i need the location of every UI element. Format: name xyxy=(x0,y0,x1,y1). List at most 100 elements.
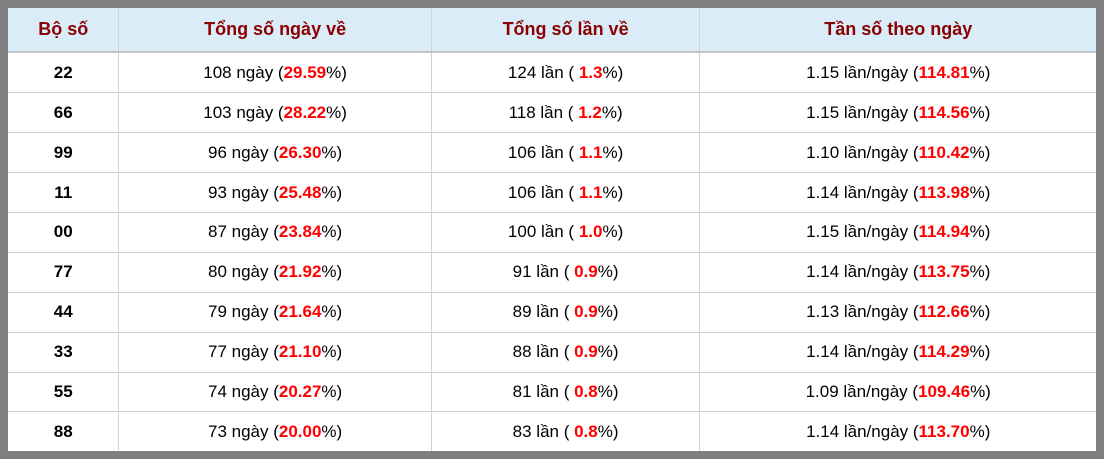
frequency-percent-suffix: %) xyxy=(969,102,991,122)
column-header-daily-frequency: Tần số theo ngày xyxy=(699,8,1096,53)
days-text: 74 ngày ( xyxy=(207,382,279,402)
times-percent-value: 1.1 xyxy=(578,142,603,162)
frequency-text: 1.14 lần/ngày ( xyxy=(806,262,919,282)
times-text: 89 lần ( xyxy=(512,302,575,322)
cell-total-days: 77 ngày (21.10%) xyxy=(118,332,432,373)
cell-pair-number: 33 xyxy=(8,332,119,373)
cell-total-days: 74 ngày (20.27%) xyxy=(118,372,432,412)
cell-total-days: 108 ngày (29.59%) xyxy=(118,52,432,93)
frequency-percent-value: 110.42 xyxy=(918,142,970,162)
days-percent-suffix: %) xyxy=(321,302,343,322)
cell-total-days: 103 ngày (28.22%) xyxy=(118,92,432,133)
cell-pair-number: 11 xyxy=(8,172,119,213)
cell-total-times: 81 lần ( 0.8%) xyxy=(430,372,700,412)
frequency-percent-value: 114.81 xyxy=(918,62,970,82)
days-text: 79 ngày ( xyxy=(207,302,279,322)
cell-daily-frequency: 1.14 lần/ngày (114.29%) xyxy=(699,332,1096,373)
cell-total-days: 79 ngày (21.64%) xyxy=(118,292,432,333)
times-percent-value: 1.1 xyxy=(578,182,603,202)
times-text: 106 lần ( xyxy=(507,142,579,162)
frequency-text: 1.10 lần/ngày ( xyxy=(806,142,919,162)
days-percent-value: 23.84 xyxy=(278,222,322,242)
cell-daily-frequency: 1.10 lần/ngày (110.42%) xyxy=(699,132,1096,173)
cell-total-times: 118 lần ( 1.2%) xyxy=(430,92,700,133)
days-text: 80 ngày ( xyxy=(207,262,279,282)
cell-pair-number: 00 xyxy=(8,212,119,253)
days-text: 108 ngày ( xyxy=(203,62,284,82)
lottery-pair-statistics-table: Bộ số Tổng số ngày về Tổng số lần về Tần… xyxy=(8,8,1096,451)
frequency-text: 1.15 lần/ngày ( xyxy=(806,222,919,242)
times-percent-value: 0.9 xyxy=(574,262,598,282)
times-percent-suffix: %) xyxy=(597,382,619,402)
days-text: 96 ngày ( xyxy=(207,142,279,162)
days-percent-value: 21.92 xyxy=(278,262,322,282)
times-text: 118 lần ( xyxy=(508,102,579,122)
frequency-text: 1.09 lần/ngày ( xyxy=(805,382,919,402)
frequency-percent-suffix: %) xyxy=(969,142,991,162)
cell-daily-frequency: 1.15 lần/ngày (114.94%) xyxy=(699,212,1096,253)
table-row: 99 96 ngày (26.30%) 106 lần ( 1.1%) 1.10… xyxy=(8,132,1096,173)
days-percent-value: 29.59 xyxy=(283,62,327,82)
times-percent-value: 0.8 xyxy=(574,382,598,402)
frequency-percent-value: 113.98 xyxy=(918,182,970,202)
column-header-total-days: Tổng số ngày về xyxy=(118,8,432,53)
times-percent-value: 0.8 xyxy=(574,421,598,441)
cell-total-times: 88 lần ( 0.9%) xyxy=(430,332,700,373)
days-percent-suffix: %) xyxy=(326,62,347,82)
times-percent-value: 1.3 xyxy=(578,62,603,82)
cell-pair-number: 66 xyxy=(8,92,119,133)
times-percent-suffix: %) xyxy=(602,222,624,242)
column-header-pair: Bộ số xyxy=(8,8,119,53)
days-percent-suffix: %) xyxy=(321,342,343,362)
times-percent-suffix: %) xyxy=(602,62,624,82)
frequency-percent-suffix: %) xyxy=(969,302,991,322)
days-text: 103 ngày ( xyxy=(203,102,284,122)
times-text: 83 lần ( xyxy=(512,421,575,441)
cell-total-times: 106 lần ( 1.1%) xyxy=(430,172,700,213)
table-row: 22 108 ngày (29.59%) 124 lần ( 1.3%) 1.1… xyxy=(8,52,1096,93)
times-text: 91 lần ( xyxy=(512,262,575,282)
days-percent-value: 28.22 xyxy=(283,102,327,122)
days-percent-suffix: %) xyxy=(321,262,343,282)
times-percent-value: 0.9 xyxy=(574,302,598,322)
frequency-percent-value: 114.94 xyxy=(918,222,970,242)
days-percent-value: 20.00 xyxy=(278,421,322,441)
times-percent-suffix: %) xyxy=(597,262,619,282)
frequency-text: 1.13 lần/ngày ( xyxy=(806,302,919,322)
table-row: 11 93 ngày (25.48%) 106 lần ( 1.1%) 1.14… xyxy=(8,172,1096,213)
frequency-percent-suffix: %) xyxy=(969,62,991,82)
cell-total-days: 73 ngày (20.00%) xyxy=(118,411,432,451)
frequency-text: 1.14 lần/ngày ( xyxy=(806,182,919,202)
cell-total-days: 80 ngày (21.92%) xyxy=(118,252,432,293)
frequency-text: 1.14 lần/ngày ( xyxy=(806,421,919,441)
frequency-text: 1.15 lần/ngày ( xyxy=(806,102,919,122)
cell-total-times: 106 lần ( 1.1%) xyxy=(430,132,700,173)
frequency-percent-value: 113.75 xyxy=(918,262,970,282)
cell-pair-number: 55 xyxy=(8,372,119,412)
frequency-percent-suffix: %) xyxy=(969,421,991,441)
table-body: 22 108 ngày (29.59%) 124 lần ( 1.3%) 1.1… xyxy=(8,52,1096,451)
days-percent-value: 21.10 xyxy=(278,342,322,362)
frequency-percent-value: 109.46 xyxy=(918,382,971,402)
frequency-percent-suffix: %) xyxy=(969,182,991,202)
days-percent-suffix: %) xyxy=(321,382,343,402)
times-text: 106 lần ( xyxy=(507,182,579,202)
days-percent-value: 25.48 xyxy=(278,182,322,202)
frequency-percent-value: 113.70 xyxy=(918,421,970,441)
cell-total-times: 100 lần ( 1.0%) xyxy=(430,212,700,253)
cell-daily-frequency: 1.09 lần/ngày (109.46%) xyxy=(699,372,1096,412)
times-percent-value: 1.2 xyxy=(578,102,602,122)
frequency-percent-value: 112.66 xyxy=(918,302,970,322)
days-text: 73 ngày ( xyxy=(207,421,279,441)
cell-total-days: 96 ngày (26.30%) xyxy=(118,132,432,173)
frequency-percent-value: 114.56 xyxy=(918,102,970,122)
header-row: Bộ số Tổng số ngày về Tổng số lần về Tần… xyxy=(8,8,1096,53)
frequency-percent-value: 114.29 xyxy=(918,342,970,362)
table-row: 44 79 ngày (21.64%) 89 lần ( 0.9%) 1.13 … xyxy=(8,292,1096,333)
cell-pair-number: 44 xyxy=(8,292,119,333)
cell-daily-frequency: 1.13 lần/ngày (112.66%) xyxy=(699,292,1096,333)
frequency-percent-suffix: %) xyxy=(969,262,991,282)
days-percent-value: 26.30 xyxy=(278,142,322,162)
times-percent-suffix: %) xyxy=(597,421,619,441)
